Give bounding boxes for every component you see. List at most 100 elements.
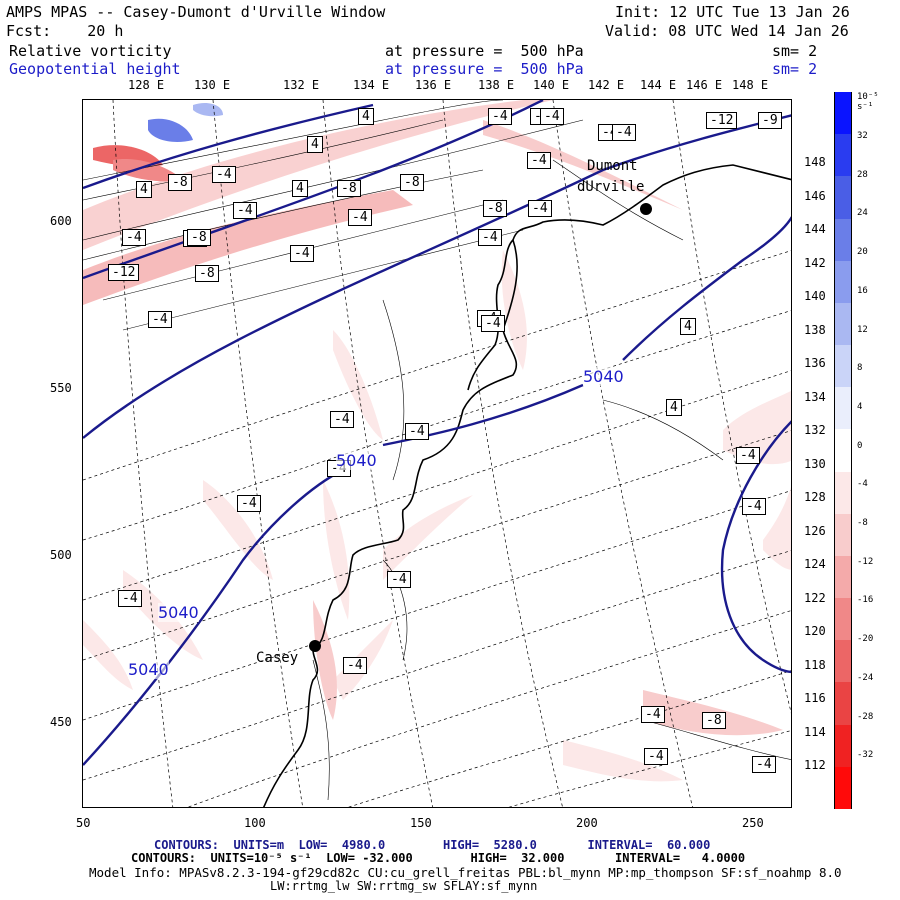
right-lon-label: 128 E xyxy=(804,490,841,504)
field1-level: at pressure = 500 hPa xyxy=(385,42,584,60)
x-tick-label: 250 xyxy=(742,816,764,830)
right-lon-label: 126 E xyxy=(804,523,841,538)
station-label-dumont-2: dUrville xyxy=(577,179,645,195)
vorticity-contour-label: -4 xyxy=(122,229,146,246)
right-lon-label: 114 E xyxy=(804,724,841,739)
vorticity-contour-label: -4 xyxy=(527,152,551,169)
vorticity-contour-label: 4 xyxy=(136,181,152,198)
right-lon-label: 120 E xyxy=(804,624,841,638)
height-contour-label: 5040 xyxy=(583,367,624,386)
height-contour-label: 5040 xyxy=(336,451,377,470)
top-lon-label: 132 E xyxy=(283,78,320,92)
colorbar-segment xyxy=(834,176,852,220)
top-lon-label: 144 E xyxy=(640,78,677,92)
vorticity-contour-label: -8 xyxy=(187,229,211,246)
positive-vorticity-fill xyxy=(148,103,223,142)
footer-vorticity-contours: CONTOURS: UNITS=10⁻⁵ s⁻¹ LOW= -32.000 HI… xyxy=(131,851,746,865)
colorbar-segment xyxy=(834,387,852,430)
colorbar-segment xyxy=(834,345,852,388)
right-lon-label: 130 E xyxy=(804,456,841,471)
vorticity-contour-label: -4 xyxy=(641,706,665,723)
footer-model-info: Model Info: MPASv8.2.3-194-gf29cd82c CU:… xyxy=(89,865,842,880)
colorbar-segment xyxy=(834,682,852,726)
colorbar-label: 8 xyxy=(857,363,863,374)
vorticity-contour-label: -4 xyxy=(736,447,760,464)
right-lon-label: 122 E xyxy=(804,590,841,605)
vorticity-contour-label: -4 xyxy=(478,229,502,246)
field2-name: Geopotential height xyxy=(9,60,181,78)
map-svg xyxy=(83,100,791,807)
vorticity-contour-label: -4 xyxy=(330,411,354,428)
colorbar-segment xyxy=(834,429,852,473)
station-label-casey: Casey xyxy=(256,650,299,666)
colorbar-label: -32 xyxy=(857,750,874,761)
vorticity-contour-label: -4 xyxy=(644,748,668,765)
vorticity-contour-label: -8 xyxy=(400,174,424,191)
colorbar-segment xyxy=(834,471,852,515)
colorbar-segment xyxy=(834,766,852,810)
top-lon-label: 130 E xyxy=(194,78,231,92)
vorticity-contour-label: -4 xyxy=(752,756,776,773)
top-lon-label: 146 E xyxy=(686,78,723,92)
colorbar xyxy=(834,92,852,810)
right-lon-label: 144 E xyxy=(804,222,841,236)
vorticity-contour-label: -4 xyxy=(148,311,172,328)
right-lon-label: 124 E xyxy=(804,557,841,571)
colorbar-segment xyxy=(834,724,852,768)
colorbar-unit: 10⁻⁵ s⁻¹ xyxy=(857,92,879,112)
x-tick-label: 50 xyxy=(76,816,91,830)
right-lon-label: 140 E xyxy=(804,289,841,303)
colorbar-segment xyxy=(834,302,852,346)
x-tick-label: 100 xyxy=(244,816,266,830)
vorticity-contour-label: 4 xyxy=(307,136,323,153)
right-lon-label: 118 E xyxy=(804,657,841,672)
vorticity-contour-label: -8 xyxy=(337,180,361,197)
vorticity-contour-label: -4 xyxy=(118,590,142,607)
top-lon-label: 138 E xyxy=(478,78,515,92)
vorticity-contour-label: -8 xyxy=(702,712,726,729)
colorbar-segment xyxy=(834,640,852,683)
field1-smoothing: sm= 2 xyxy=(772,42,818,60)
x-tick-label: 200 xyxy=(576,816,598,830)
right-lon-label: 116 E xyxy=(804,691,841,705)
vorticity-contour-label: -8 xyxy=(195,265,219,282)
vorticity-contour-label: -4 xyxy=(488,108,512,125)
vorticity-contour-label: -4 xyxy=(290,245,314,262)
vorticity-contour-label: -4 xyxy=(612,124,636,141)
vorticity-contour-label: -4 xyxy=(528,200,552,217)
station-marker-casey xyxy=(309,640,321,652)
vorticity-contour-label: -8 xyxy=(168,174,192,191)
colorbar-label: 12 xyxy=(857,324,868,335)
vorticity-contour-label: 4 xyxy=(680,318,696,335)
vorticity-contour-label: -9 xyxy=(758,112,782,129)
top-lon-label: 136 E xyxy=(415,78,452,92)
right-lon-label: 132 E xyxy=(804,423,841,437)
vorticity-contour-label: -4 xyxy=(343,657,367,674)
station-marker-dumont xyxy=(640,203,652,215)
colorbar-label: 28 xyxy=(857,169,868,180)
geopotential-height-contours xyxy=(83,100,791,766)
vorticity-contour-label: -12 xyxy=(706,112,738,129)
right-lon-label: 112 E xyxy=(804,758,841,772)
height-contour-label: 5040 xyxy=(128,660,169,679)
station-label-dumont-1: Dumont xyxy=(587,158,638,174)
vorticity-fill xyxy=(83,100,791,782)
right-lon-label: 138 E xyxy=(804,322,841,337)
colorbar-label: 0 xyxy=(857,440,863,451)
field1-name: Relative vorticity xyxy=(9,42,172,60)
vorticity-contour-label: -4 xyxy=(348,209,372,226)
field2-level: at pressure = 500 hPa xyxy=(385,60,584,78)
valid-time: Valid: 08 UTC Wed 14 Jan 26 xyxy=(605,22,849,40)
field2-smoothing: sm= 2 xyxy=(772,60,818,78)
vorticity-contour-label: -4 xyxy=(405,423,429,440)
colorbar-label: -24 xyxy=(857,672,874,683)
colorbar-segment xyxy=(834,513,852,557)
vorticity-contour-label: 4 xyxy=(358,108,374,125)
right-lon-label: 142 E xyxy=(804,255,841,270)
top-lon-label: 134 E xyxy=(353,78,390,92)
top-lon-label: 140 E xyxy=(533,78,570,92)
map-panel xyxy=(82,99,792,808)
forecast-hour: Fcst: 20 h xyxy=(6,22,124,40)
footer-height-contours: CONTOURS: UNITS=m LOW= 4980.0 HIGH= 5280… xyxy=(154,838,711,852)
colorbar-label: 4 xyxy=(857,401,863,412)
